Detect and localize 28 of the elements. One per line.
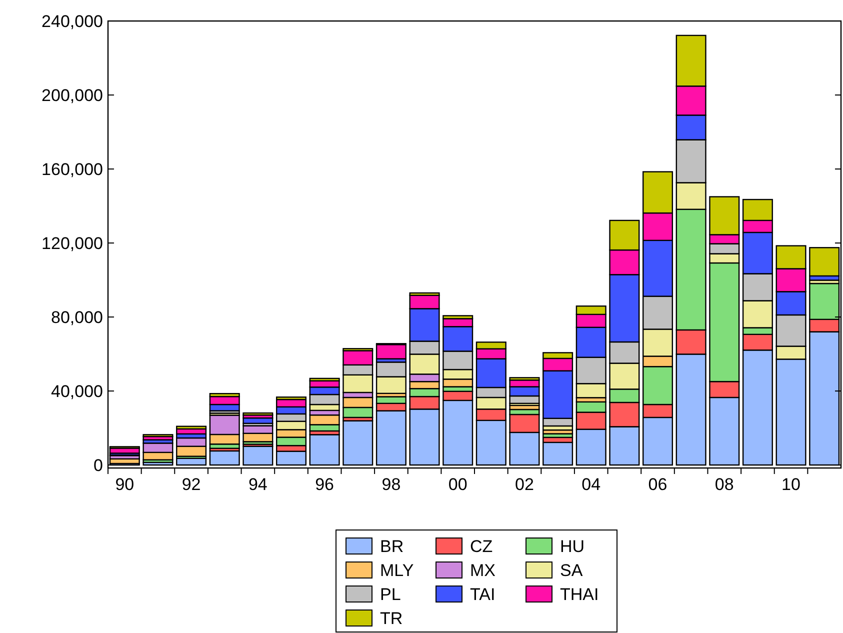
legend-label: SA [560,560,584,580]
x-tick-label: 96 [315,475,334,494]
x-tick-label: 92 [182,475,201,494]
y-tick-label: 240,000 [42,12,103,31]
legend-label: HU [560,536,585,556]
x-tick-label: 90 [115,475,134,494]
x-tick-label: 94 [248,475,268,494]
x-tick-label: 04 [582,475,601,494]
x-tick-label: 00 [448,475,468,494]
x-tick-label: 06 [648,475,668,494]
legend-label: CZ [470,536,493,556]
y-tick-label: 40,000 [51,382,103,401]
legend-label: MLY [380,560,414,580]
x-tick-label: 08 [714,475,734,494]
y-tick-label: 200,000 [42,86,103,105]
y-tick-label: 0 [94,456,103,475]
y-tick-label: 80,000 [51,308,103,327]
y-tick-label: 160,000 [42,160,103,179]
x-tick-label: 02 [515,475,534,494]
x-tick-label: 10 [782,475,800,494]
legend-label: TR [380,608,403,628]
legend-label: THAI [560,584,599,604]
x-tick-label: 98 [382,475,401,494]
legend-label: BR [380,536,404,556]
legend-label: TAI [470,584,496,604]
legend-label: PL [380,584,401,604]
y-tick-label: 120,000 [42,234,103,253]
legend-label: MX [470,560,496,580]
